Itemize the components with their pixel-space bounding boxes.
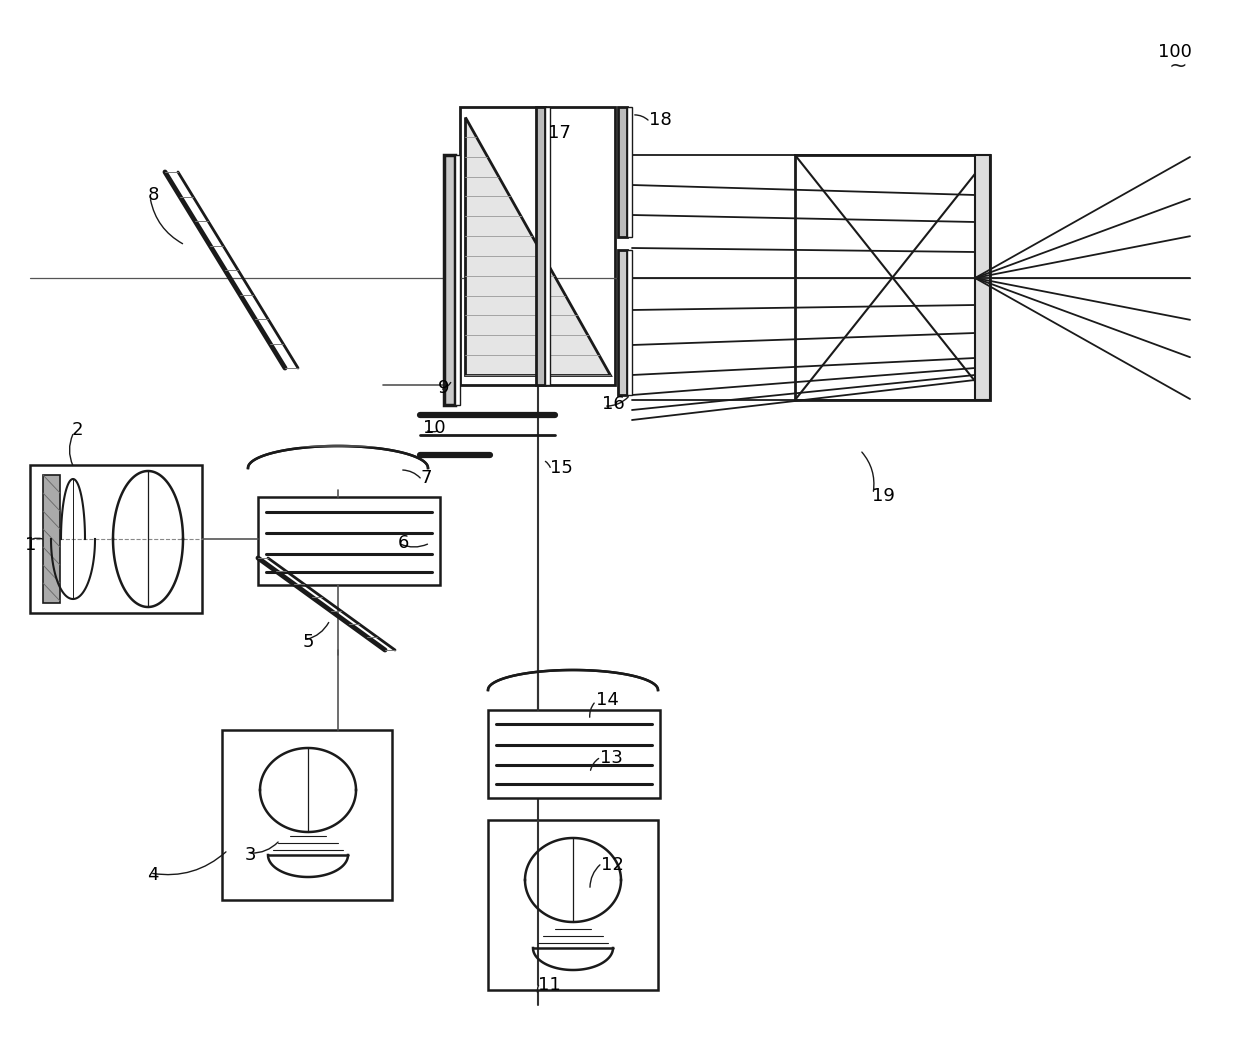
- Bar: [444, 155, 455, 405]
- Text: 5: 5: [303, 632, 315, 651]
- Bar: [618, 107, 627, 237]
- Bar: [975, 155, 990, 400]
- Text: 8: 8: [148, 187, 160, 204]
- Bar: [618, 250, 627, 395]
- Bar: [489, 820, 658, 990]
- Text: 19: 19: [872, 487, 895, 505]
- Text: 9: 9: [438, 379, 449, 397]
- Bar: [627, 250, 632, 395]
- Bar: [489, 710, 660, 798]
- Text: 17: 17: [548, 124, 570, 142]
- Text: 12: 12: [601, 855, 624, 874]
- Bar: [43, 475, 60, 603]
- Text: 14: 14: [596, 691, 619, 709]
- Text: 4: 4: [148, 866, 159, 884]
- Text: 1: 1: [25, 536, 36, 554]
- Bar: [455, 155, 460, 405]
- Text: 15: 15: [551, 458, 573, 477]
- Bar: [258, 497, 440, 585]
- Bar: [627, 107, 632, 237]
- Text: 3: 3: [246, 846, 257, 864]
- Text: 16: 16: [601, 395, 625, 413]
- Bar: [795, 155, 990, 400]
- Bar: [460, 107, 615, 384]
- Text: 100: 100: [1158, 43, 1192, 61]
- Text: 2: 2: [72, 421, 83, 439]
- Polygon shape: [465, 117, 610, 375]
- Bar: [536, 107, 546, 384]
- Text: ~: ~: [1168, 56, 1188, 76]
- Text: 11: 11: [538, 976, 560, 994]
- Text: 13: 13: [600, 749, 622, 767]
- Text: 7: 7: [420, 469, 432, 487]
- Text: 18: 18: [649, 111, 672, 129]
- Bar: [30, 465, 202, 613]
- Bar: [222, 730, 392, 900]
- Bar: [546, 107, 551, 384]
- Text: 6: 6: [398, 534, 409, 552]
- Text: 10: 10: [423, 419, 445, 437]
